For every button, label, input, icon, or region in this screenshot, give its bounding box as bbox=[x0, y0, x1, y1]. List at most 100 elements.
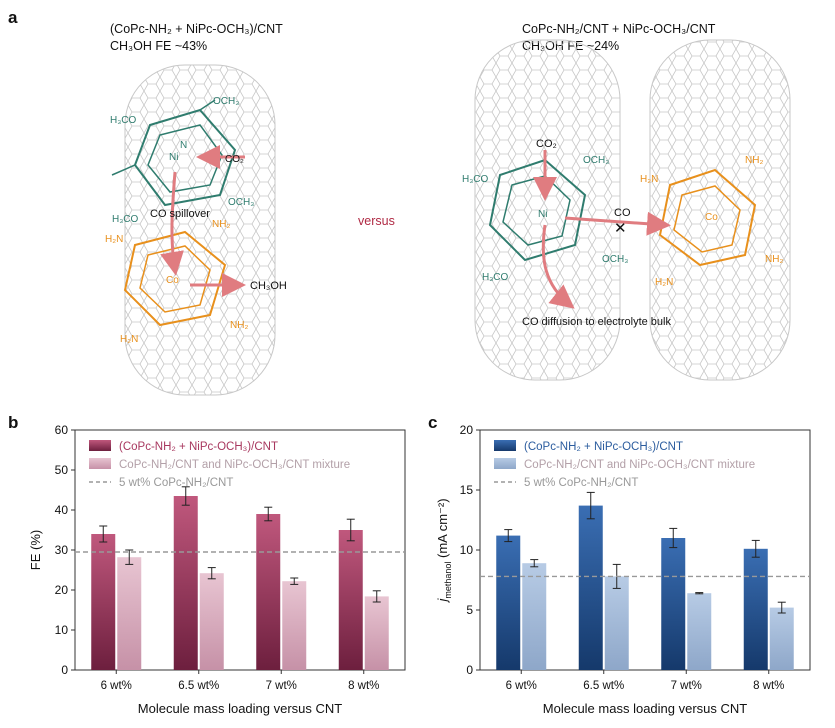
y-tick-label: 0 bbox=[466, 663, 473, 677]
x-tick-label: 6.5 wt% bbox=[178, 680, 219, 692]
right-h3co-label-2: H₃CO bbox=[482, 272, 509, 283]
right-co-arrow bbox=[564, 211, 671, 236]
right-h2n-label-2: H₂N bbox=[655, 277, 673, 288]
y-tick-label: 20 bbox=[55, 583, 69, 597]
right-h3co-label: H₃CO bbox=[462, 174, 489, 185]
bar-combined bbox=[578, 505, 603, 670]
legend-label-reference: 5 wt% CoPc-NH₂/CNT bbox=[119, 477, 233, 489]
x-tick-label: 6.5 wt% bbox=[583, 680, 624, 692]
y-axis-label-unit: (mA cm⁻²) bbox=[435, 498, 450, 561]
left-nanotube bbox=[124, 64, 276, 396]
x-tick-label: 6 wt% bbox=[506, 680, 537, 692]
panel-c-label: c bbox=[428, 413, 437, 432]
y-axis-label-main: j bbox=[435, 598, 450, 604]
panel-c-chart: c 0 5 10 15 20 6 wt% 6.5 wt% 7 wt% 8 wt% (CoPc-NH… bbox=[428, 413, 811, 716]
right-nh2-label: NH₂ bbox=[745, 155, 763, 166]
left-title-line1: (CoPc-NH₂ + NiPc-OCH₃)/CNT bbox=[110, 22, 283, 36]
left-title-line2: CH₃OH FE ~43% bbox=[110, 39, 207, 53]
y-tick-label: 10 bbox=[55, 623, 69, 637]
error-bar bbox=[99, 525, 108, 543]
error-bar bbox=[669, 527, 678, 549]
x-tick-label: 8 wt% bbox=[348, 680, 379, 692]
error-bar bbox=[346, 518, 355, 542]
bar-combined bbox=[743, 548, 768, 670]
error-bar bbox=[777, 601, 786, 614]
y-tick-label: 30 bbox=[55, 543, 69, 557]
legend-swatch-combined bbox=[494, 440, 516, 451]
error-bar bbox=[290, 577, 299, 585]
y-tick-label: 0 bbox=[61, 663, 68, 677]
right-co-label: CO bbox=[614, 207, 631, 219]
left-h2n-label: H₂N bbox=[105, 234, 123, 245]
y-tick-label: 15 bbox=[460, 483, 474, 497]
y-tick-label: 60 bbox=[55, 423, 69, 437]
panel-b-chart: b 0 10 20 30 40 50 60 6 wt% 6.5 wt% 7 wt% 8 wt% (Co… bbox=[8, 413, 406, 716]
bar-combined bbox=[173, 496, 198, 670]
error-bar bbox=[751, 539, 760, 558]
bar-mixture bbox=[687, 593, 712, 670]
bar-mixture bbox=[282, 581, 307, 670]
right-diffusion-label: CO diffusion to electrolyte bulk bbox=[522, 316, 671, 328]
y-axis-label: jmethanol (mA cm⁻²) bbox=[435, 498, 453, 603]
x-tick-label: 7 wt% bbox=[671, 680, 702, 692]
error-bar bbox=[181, 486, 190, 506]
y-tick-label: 40 bbox=[55, 503, 69, 517]
y-tick-label: 5 bbox=[466, 603, 473, 617]
left-h3co-label: H₃CO bbox=[110, 115, 137, 126]
left-spillover-arrow bbox=[160, 171, 184, 276]
right-och3-label-2: OCH₃ bbox=[602, 254, 628, 265]
versus-label: versus bbox=[358, 214, 395, 228]
bar-combined bbox=[338, 530, 363, 670]
y-axis-label: FE (%) bbox=[28, 530, 43, 570]
left-spillover-label: CO spillover bbox=[150, 208, 210, 220]
right-diffusion-arrow bbox=[541, 224, 575, 309]
x-tick-label: 8 wt% bbox=[753, 680, 784, 692]
left-ni-label: Ni bbox=[169, 152, 178, 163]
left-co2-label: CO₂ bbox=[225, 154, 244, 165]
error-bar bbox=[372, 590, 381, 603]
left-copc-molecule: H₂N NH₂ NH₂ H₂N Co bbox=[105, 219, 248, 345]
blocked-cross-icon: ✕ bbox=[614, 219, 627, 237]
bar-mixture bbox=[199, 573, 224, 670]
y-tick-label: 20 bbox=[460, 423, 474, 437]
right-och3-label: OCH₃ bbox=[583, 155, 609, 166]
bar-combined bbox=[91, 534, 116, 670]
legend-swatch-mixture bbox=[89, 458, 111, 469]
error-bar bbox=[125, 549, 134, 565]
legend-label-combined: (CoPc-NH₂ + NiPc-OCH₃)/CNT bbox=[524, 441, 683, 453]
legend-swatch-mixture bbox=[494, 458, 516, 469]
right-co-metal-label: Co bbox=[705, 212, 718, 223]
y-tick-label: 10 bbox=[460, 543, 474, 557]
bar-combined bbox=[496, 535, 521, 670]
legend-label-mixture: CoPc-NH₂/CNT and NiPc-OCH₃/CNT mixture bbox=[524, 459, 755, 471]
left-nipc-molecule: H₃CO OCH₃ OCH₃ H₃CO Ni N bbox=[110, 96, 254, 225]
x-axis-label: Molecule mass loading versus CNT bbox=[543, 701, 748, 716]
right-h2n-label: H₂N bbox=[640, 174, 658, 185]
left-co-label: Co bbox=[166, 275, 179, 286]
error-bar bbox=[207, 567, 216, 580]
left-product-label: CH₃OH bbox=[250, 280, 287, 292]
x-axis-label: Molecule mass loading versus CNT bbox=[138, 701, 343, 716]
error-bar bbox=[586, 491, 595, 520]
right-nanotube-1 bbox=[474, 39, 621, 381]
legend-label-reference: 5 wt% CoPc-NH₂/CNT bbox=[524, 477, 638, 489]
left-och3-label-2: OCH₃ bbox=[228, 197, 254, 208]
bar-mixture bbox=[364, 596, 389, 670]
error-bar bbox=[695, 592, 704, 595]
bar-mixture bbox=[117, 557, 142, 670]
left-och3-label: OCH₃ bbox=[213, 96, 239, 107]
x-tick-label: 7 wt% bbox=[266, 680, 297, 692]
legend-label-mixture: CoPc-NH₂/CNT and NiPc-OCH₃/CNT mixture bbox=[119, 459, 350, 471]
error-bar bbox=[264, 506, 273, 522]
left-n-label: N bbox=[180, 140, 187, 151]
panel-a-label: a bbox=[8, 8, 18, 27]
error-bar bbox=[530, 559, 539, 568]
right-title-line1: CoPc-NH₂/CNT + NiPc-OCH₃/CNT bbox=[522, 22, 716, 36]
bar-combined bbox=[661, 538, 686, 670]
error-bar bbox=[504, 529, 513, 543]
right-nh2-label-2: NH₂ bbox=[765, 254, 783, 265]
panel-b-label: b bbox=[8, 413, 18, 432]
legend-label-combined: (CoPc-NH₂ + NiPc-OCH₃)/CNT bbox=[119, 441, 278, 453]
right-ni-label: Ni bbox=[538, 209, 547, 220]
